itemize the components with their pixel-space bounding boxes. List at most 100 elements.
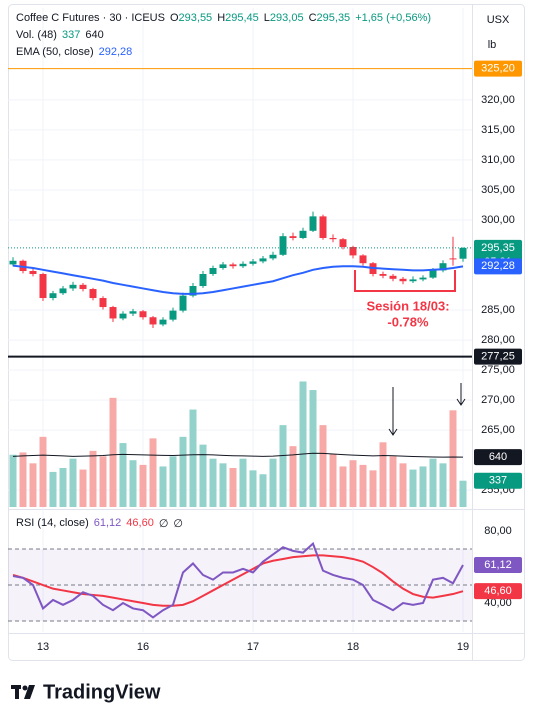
volume-bar bbox=[449, 410, 457, 507]
volume-bar bbox=[29, 463, 37, 507]
volume-tag: 337 bbox=[489, 475, 507, 487]
legend-ohlc-item: H295,45 bbox=[217, 12, 259, 24]
price-line-tag: 277,25 bbox=[481, 350, 515, 362]
candle-body bbox=[399, 278, 407, 282]
volume-bar bbox=[429, 458, 437, 507]
legend-volume-ma: 640 bbox=[85, 29, 104, 41]
annotation-text: Sesión 18/03: bbox=[366, 298, 449, 313]
legend-change: +1,65 (+0,56%) bbox=[355, 12, 432, 24]
rsi-value: ∅ bbox=[158, 518, 169, 530]
chart-frame bbox=[8, 4, 525, 661]
unit: lb bbox=[488, 39, 497, 51]
candle-body bbox=[179, 295, 187, 311]
volume-bar bbox=[329, 453, 337, 507]
price-line-tag-bg bbox=[474, 60, 522, 77]
logo-icon bbox=[15, 685, 19, 699]
legend-ohlc-value: 293,05 bbox=[269, 12, 304, 24]
volume-bar bbox=[139, 464, 147, 507]
candle-body bbox=[319, 216, 327, 238]
legend-ohlc-key: H bbox=[217, 12, 226, 24]
rsi-title: RSI (14, close) bbox=[16, 517, 89, 529]
candle-body bbox=[389, 275, 397, 279]
volume-bar bbox=[189, 409, 197, 507]
candle-body bbox=[119, 313, 127, 319]
candle-body bbox=[39, 274, 47, 299]
candle-body bbox=[219, 264, 227, 269]
volume-ma-line bbox=[12, 452, 464, 458]
ema-line bbox=[12, 264, 464, 295]
y-tick-label: 265,00 bbox=[481, 424, 515, 436]
y-tick-label: 305,00 bbox=[481, 184, 515, 196]
volume-bar bbox=[89, 450, 97, 507]
y-tick-label: 280,00 bbox=[481, 334, 515, 346]
volume-bar bbox=[459, 480, 467, 507]
x-tick-label: 13 bbox=[37, 641, 49, 653]
rsi-ma-tag-bg bbox=[474, 583, 522, 600]
volume-bar bbox=[229, 468, 237, 507]
volume-bar bbox=[399, 463, 407, 507]
volume-bar bbox=[119, 443, 127, 507]
y-tick-label: 275,00 bbox=[481, 364, 515, 376]
legend-line: RSI (14, close) 61,12 46,60 ∅ ∅ bbox=[16, 517, 183, 530]
legend-ema-value: 292,28 bbox=[98, 46, 133, 58]
candle-body bbox=[249, 261, 257, 264]
rsi-ma-tag: 46,60 bbox=[484, 585, 512, 597]
candle-body bbox=[29, 271, 37, 275]
volume-bar bbox=[409, 469, 417, 507]
arrow-head bbox=[388, 428, 398, 436]
legend-ohlc-value: 295,35 bbox=[316, 12, 351, 24]
last-price-tag: 295,35 bbox=[481, 242, 515, 254]
volume-bar bbox=[359, 464, 367, 507]
volume-bar bbox=[239, 458, 247, 507]
candle-body bbox=[89, 289, 97, 299]
candle-body bbox=[9, 260, 17, 265]
rsi-value: ∅ bbox=[173, 518, 183, 530]
candle-body bbox=[329, 237, 337, 240]
rsi-tag-bg bbox=[474, 557, 522, 574]
legend-ohlc-key: O bbox=[169, 12, 179, 24]
rsi-line bbox=[12, 541, 464, 619]
legend-line: Vol. (48) 337 640 bbox=[16, 29, 104, 41]
candle-body bbox=[269, 254, 277, 259]
arrow-head bbox=[456, 398, 466, 406]
volume-bar bbox=[9, 454, 17, 507]
legend-ohlc-value: 295,45 bbox=[225, 12, 259, 24]
candle-body bbox=[259, 258, 267, 262]
volume-bar bbox=[149, 438, 157, 507]
x-tick-label: 18 bbox=[347, 641, 359, 653]
volume-bar bbox=[169, 456, 177, 507]
candle-body bbox=[419, 277, 427, 280]
volume-bar bbox=[209, 458, 217, 507]
logo-icon bbox=[24, 685, 35, 699]
y-tick-label: 300,00 bbox=[481, 214, 515, 226]
volume-bar bbox=[419, 466, 427, 507]
ema-tag-bg bbox=[474, 258, 522, 275]
volume-bar bbox=[19, 452, 27, 507]
volume-bar bbox=[289, 446, 297, 507]
candle-body bbox=[159, 319, 167, 325]
candle-body bbox=[449, 258, 457, 260]
volume-ma-tag: 640 bbox=[489, 451, 507, 463]
logo: TradingView bbox=[11, 681, 161, 703]
candle-body bbox=[409, 279, 417, 282]
legend-ohlc-item: C295,35 bbox=[309, 12, 351, 24]
legend-ohlc-item: L293,05 bbox=[264, 12, 304, 24]
candle-body bbox=[439, 263, 447, 271]
volume-bar bbox=[219, 463, 227, 507]
legend-ohlc-value: 293,55 bbox=[178, 12, 213, 24]
candle-body bbox=[169, 310, 177, 320]
volume-bar bbox=[249, 470, 257, 507]
volume-bar bbox=[309, 390, 317, 507]
candle-body bbox=[209, 268, 217, 275]
candle-body bbox=[109, 307, 117, 319]
logo-icon bbox=[22, 685, 28, 691]
volume-bar bbox=[379, 442, 387, 507]
candle-body bbox=[339, 239, 347, 247]
volume-tag-bg bbox=[474, 472, 522, 489]
candle-body bbox=[239, 263, 247, 267]
volume-bar bbox=[49, 471, 57, 507]
candle-body bbox=[309, 216, 317, 231]
volume-bar bbox=[319, 425, 327, 507]
